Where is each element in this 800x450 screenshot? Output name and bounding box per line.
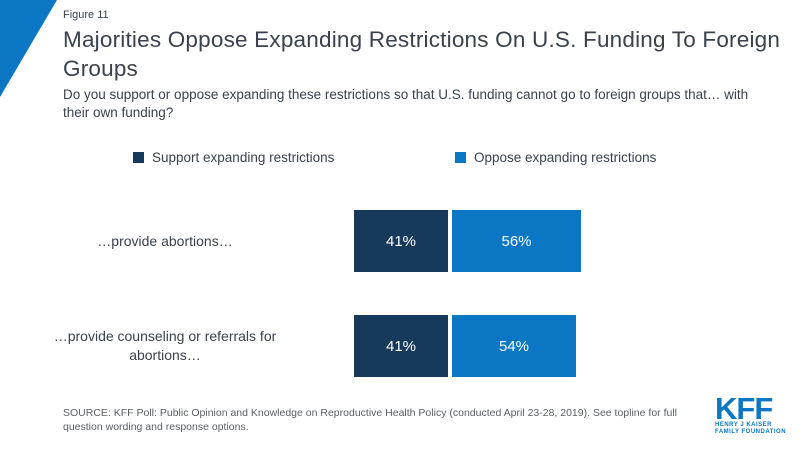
legend-label-support: Support expanding restrictions (152, 150, 335, 165)
source-note: SOURCE: KFF Poll: Public Opinion and Kno… (63, 407, 677, 433)
chart-subtitle: Do you support or oppose expanding these… (63, 87, 749, 120)
category-label: …provide counseling or referrals for abo… (53, 328, 277, 363)
kff-logo: KFF HENRY J KAISER FAMILY FOUNDATION (715, 391, 787, 435)
bar-segment-support: 41% (354, 315, 448, 377)
bar-value-label: 41% (385, 232, 417, 250)
bar-value-label: 54% (498, 337, 530, 355)
chart-title: Majorities Oppose Expanding Restrictions… (63, 27, 781, 81)
legend: Support expanding restrictions Oppose ex… (0, 150, 800, 166)
bar-segment-oppose: 56% (452, 210, 581, 272)
kff-logo-text: KFF (715, 391, 773, 426)
legend-swatch-support (133, 152, 144, 163)
legend-label-oppose: Oppose expanding restrictions (474, 150, 657, 165)
corner-triangle-decoration (0, 0, 57, 97)
bar-group: 41% 54% (354, 315, 576, 377)
bar-group: 41% 56% (354, 210, 581, 272)
bar-value-label: 41% (385, 337, 417, 355)
legend-item-support: Support expanding restrictions (133, 150, 334, 165)
category-label: …provide abortions… (97, 232, 233, 249)
kff-logo-subline-1: HENRY J KAISER (715, 422, 773, 428)
legend-item-oppose: Oppose expanding restrictions (455, 150, 656, 165)
chart-row: …provide counseling or referrals for abo… (0, 315, 800, 377)
bar-segment-support: 41% (354, 210, 448, 272)
figure-label: Figure 11 (63, 9, 109, 21)
legend-swatch-oppose (455, 152, 466, 163)
bar-segment-oppose: 54% (452, 315, 576, 377)
chart-row: …provide abortions… 41% 56% (0, 210, 800, 272)
kff-logo-subline-2: FAMILY FOUNDATION (715, 428, 787, 435)
bar-chart: …provide abortions… 41% 56% …provide counse… (0, 210, 800, 377)
bar-value-label: 56% (501, 232, 532, 250)
